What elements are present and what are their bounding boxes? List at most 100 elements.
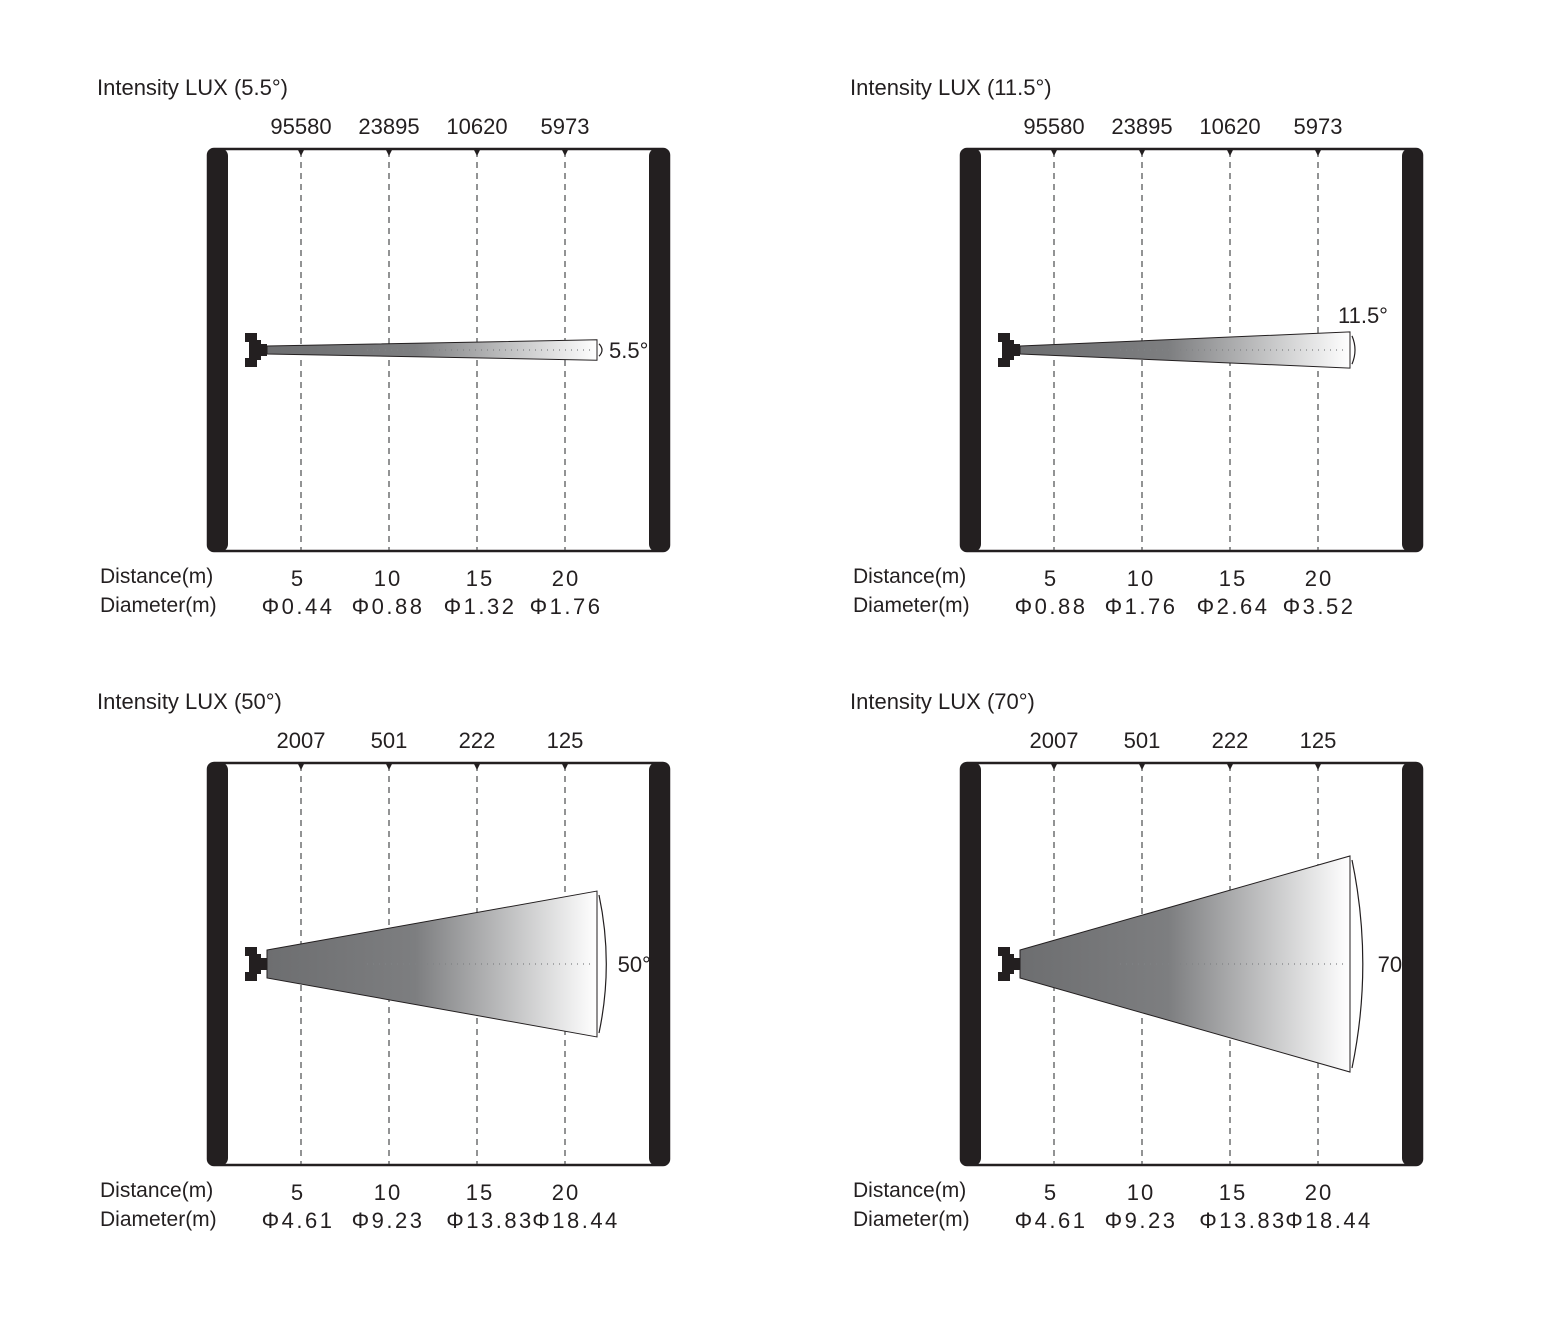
diameter-value: Φ13.83 <box>446 1208 534 1233</box>
left-wall <box>207 762 228 1166</box>
angle-arc <box>1351 859 1364 1069</box>
lux-value: 23895 <box>1111 114 1172 139</box>
distance-value: 20 <box>552 566 580 591</box>
marker-arrow-icon <box>474 150 480 156</box>
diameter-value: Φ9.23 <box>352 1208 425 1233</box>
diameter-value: Φ0.88 <box>1015 594 1088 619</box>
diameter-label: Diameter(m) <box>100 594 217 617</box>
angle-arc <box>598 343 603 357</box>
light-fixture-icon <box>245 947 267 981</box>
diameter-value: Φ1.76 <box>1105 594 1178 619</box>
distance-value: 15 <box>1219 1180 1247 1205</box>
distance-value: 5 <box>1044 566 1058 591</box>
beam-angle-label: 5.5° <box>609 338 648 363</box>
lux-value: 125 <box>1300 728 1337 753</box>
distance-label: Distance(m) <box>100 565 213 588</box>
distance-value: 15 <box>1219 566 1247 591</box>
distance-value: 5 <box>291 1180 305 1205</box>
diameter-value: Φ0.44 <box>262 594 335 619</box>
diameter-label: Diameter(m) <box>100 1208 217 1231</box>
lux-value: 501 <box>371 728 408 753</box>
marker-arrow-icon <box>562 764 568 770</box>
marker-arrow-icon <box>1227 764 1233 770</box>
distance-label: Distance(m) <box>853 565 966 588</box>
marker-arrow-icon <box>386 150 392 156</box>
distance-value: 5 <box>1044 1180 1058 1205</box>
diameter-value: Φ4.61 <box>262 1208 335 1233</box>
left-wall <box>960 148 981 552</box>
diameter-value: Φ3.52 <box>1283 594 1356 619</box>
distance-value: 20 <box>552 1180 580 1205</box>
diameter-value: Φ9.23 <box>1105 1208 1178 1233</box>
light-fixture-icon <box>998 947 1020 981</box>
light-fixture-icon <box>245 333 267 367</box>
angle-arc <box>1351 335 1356 365</box>
beam-angle-label: 50° <box>618 952 651 977</box>
panel-title: Intensity LUX (11.5°) <box>850 75 1052 100</box>
distance-value: 10 <box>374 1180 402 1205</box>
distance-value: 15 <box>466 566 494 591</box>
lux-value: 95580 <box>270 114 331 139</box>
diameter-value: Φ18.44 <box>532 1208 620 1233</box>
distance-value: 20 <box>1305 566 1333 591</box>
diameter-value: Φ13.83 <box>1199 1208 1287 1233</box>
marker-arrow-icon <box>1315 150 1321 156</box>
distance-value: 20 <box>1305 1180 1333 1205</box>
beam-angle-label: 11.5° <box>1338 303 1388 328</box>
diameter-value: Φ1.76 <box>530 594 603 619</box>
light-fixture-icon <box>998 333 1020 367</box>
marker-arrow-icon <box>386 764 392 770</box>
right-wall <box>1402 148 1423 552</box>
diameter-label: Diameter(m) <box>853 594 970 617</box>
left-wall <box>960 762 981 1166</box>
lux-value: 222 <box>1212 728 1249 753</box>
diameter-value: Φ2.64 <box>1197 594 1270 619</box>
right-wall <box>649 762 670 1166</box>
beam-panel-2: Intensity LUX (50°) 2007 5 Φ4.61 501 10 Φ9.23 2… <box>97 689 671 1233</box>
marker-arrow-icon <box>298 150 304 156</box>
lux-value: 222 <box>459 728 496 753</box>
diameter-value: Φ1.32 <box>444 594 517 619</box>
diameter-value: Φ0.88 <box>352 594 425 619</box>
beam-panel-3: Intensity LUX (70°) 2007 5 Φ4.61 501 10 Φ9.23 2… <box>850 689 1424 1233</box>
distance-value: 10 <box>374 566 402 591</box>
left-wall <box>207 148 228 552</box>
panel-title: Intensity LUX (50°) <box>97 689 282 714</box>
lux-value: 10620 <box>446 114 507 139</box>
marker-arrow-icon <box>1051 150 1057 156</box>
marker-arrow-icon <box>1051 764 1057 770</box>
lux-value: 10620 <box>1199 114 1260 139</box>
distance-value: 10 <box>1127 1180 1155 1205</box>
beam-panel-1: Intensity LUX (11.5°) 95580 5 Φ0.88 23895 10 Φ… <box>850 75 1424 619</box>
panel-title: Intensity LUX (70°) <box>850 689 1035 714</box>
lux-value: 501 <box>1124 728 1161 753</box>
marker-arrow-icon <box>474 764 480 770</box>
lux-value: 125 <box>547 728 584 753</box>
diameter-label: Diameter(m) <box>853 1208 970 1231</box>
lux-value: 2007 <box>1030 728 1079 753</box>
marker-arrow-icon <box>1139 150 1145 156</box>
marker-arrow-icon <box>562 150 568 156</box>
distance-value: 5 <box>291 566 305 591</box>
beam-panel-0: Intensity LUX (5.5°) 95580 5 Φ0.44 23895 10 Φ0… <box>97 75 671 619</box>
right-wall <box>649 148 670 552</box>
lux-value: 95580 <box>1023 114 1084 139</box>
right-wall <box>1402 762 1423 1166</box>
diameter-value: Φ4.61 <box>1015 1208 1088 1233</box>
panel-title: Intensity LUX (5.5°) <box>97 75 288 100</box>
beam-angle-label: 70° <box>1378 952 1411 977</box>
marker-arrow-icon <box>298 764 304 770</box>
marker-arrow-icon <box>1227 150 1233 156</box>
distance-value: 15 <box>466 1180 494 1205</box>
marker-arrow-icon <box>1315 764 1321 770</box>
distance-value: 10 <box>1127 566 1155 591</box>
distance-label: Distance(m) <box>100 1179 213 1202</box>
lux-value: 23895 <box>358 114 419 139</box>
marker-arrow-icon <box>1139 764 1145 770</box>
distance-label: Distance(m) <box>853 1179 966 1202</box>
diameter-value: Φ18.44 <box>1285 1208 1373 1233</box>
angle-arc <box>598 894 607 1034</box>
lux-value: 5973 <box>541 114 590 139</box>
lux-value: 5973 <box>1294 114 1343 139</box>
